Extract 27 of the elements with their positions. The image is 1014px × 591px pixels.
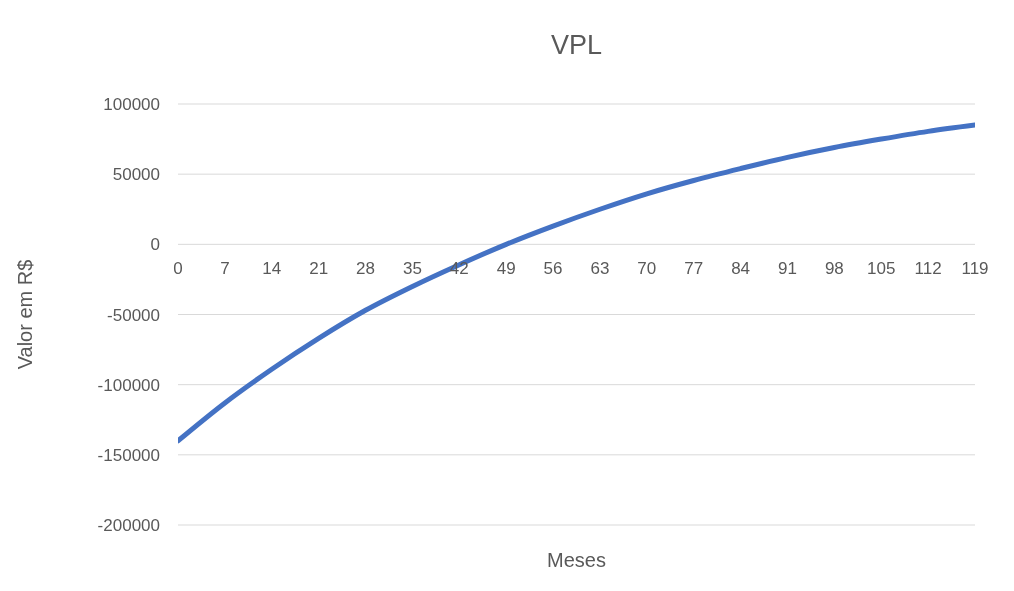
x-tick-label: 98 <box>824 259 844 279</box>
x-tick-label: 77 <box>684 259 704 279</box>
y-tick-label: 100000 <box>103 95 160 115</box>
x-tick-label: 0 <box>173 259 183 279</box>
x-tick-label: 63 <box>590 259 610 279</box>
y-tick-label: -200000 <box>97 516 160 536</box>
x-tick-label: 70 <box>637 259 657 279</box>
x-tick-label: 28 <box>356 259 375 279</box>
x-tick-label: 119 <box>961 259 989 279</box>
x-tick-label: 35 <box>402 259 422 279</box>
x-axis-title: Meses <box>547 549 606 571</box>
x-tick-label: 21 <box>309 259 329 279</box>
x-tick-label: 112 <box>914 259 942 279</box>
x-tick-label: 91 <box>778 259 797 279</box>
y-tick-label: 50000 <box>112 165 160 185</box>
y-tick-label: -100000 <box>97 375 160 395</box>
x-tick-label: 84 <box>731 259 751 279</box>
x-tick-label: 49 <box>496 259 516 279</box>
y-tick-label: 0 <box>150 235 160 255</box>
x-tick-label: 105 <box>867 259 896 279</box>
y-tick-label: -50000 <box>107 305 160 325</box>
chart-title: VPL <box>549 30 603 61</box>
y-tick-label: -150000 <box>97 445 160 465</box>
x-tick-label: 14 <box>262 259 282 279</box>
y-axis-title: Valor em R$ <box>14 259 37 370</box>
x-tick-label: 56 <box>543 259 563 279</box>
x-tick-label: 7 <box>220 259 230 279</box>
